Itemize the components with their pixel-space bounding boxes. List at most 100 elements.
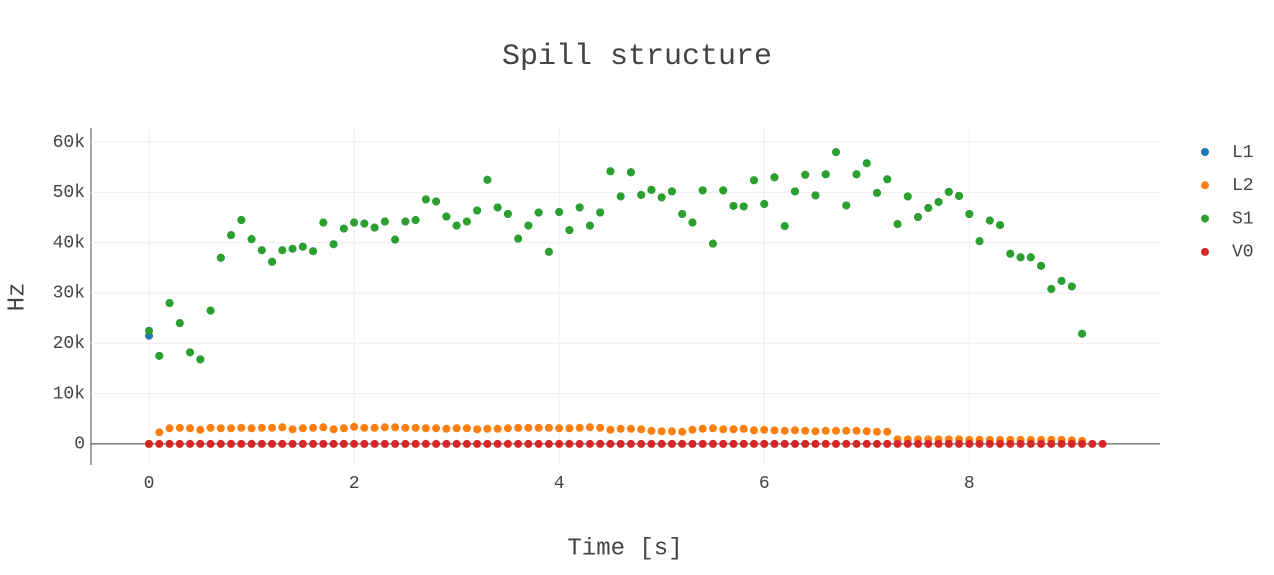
point bbox=[1047, 284, 1056, 293]
point bbox=[514, 423, 523, 432]
point bbox=[883, 439, 892, 448]
point bbox=[278, 439, 287, 448]
point bbox=[206, 306, 215, 315]
point bbox=[739, 439, 748, 448]
point bbox=[698, 439, 707, 448]
point bbox=[237, 216, 246, 225]
point bbox=[965, 439, 974, 448]
legend-label: V0 bbox=[1232, 243, 1254, 263]
point bbox=[606, 425, 615, 434]
x-tick-label: 4 bbox=[554, 474, 565, 494]
point bbox=[708, 239, 717, 248]
point bbox=[965, 210, 974, 219]
point bbox=[247, 424, 256, 433]
legend-marker bbox=[1201, 181, 1209, 190]
point bbox=[401, 217, 410, 226]
point bbox=[729, 201, 738, 210]
x-tick-label: 6 bbox=[759, 474, 770, 494]
point bbox=[216, 253, 225, 262]
point bbox=[842, 426, 851, 435]
point bbox=[401, 423, 410, 432]
point bbox=[196, 355, 205, 364]
point bbox=[842, 439, 851, 448]
point bbox=[360, 423, 369, 432]
point bbox=[719, 439, 728, 448]
y-tick-label: 40k bbox=[53, 233, 85, 253]
point bbox=[350, 439, 359, 448]
point bbox=[421, 195, 430, 204]
point bbox=[165, 424, 174, 433]
point bbox=[452, 221, 461, 230]
point bbox=[339, 439, 348, 448]
point bbox=[678, 210, 687, 219]
legend-marker bbox=[1201, 214, 1209, 223]
point bbox=[739, 202, 748, 211]
point bbox=[801, 439, 810, 448]
point bbox=[975, 439, 984, 448]
point bbox=[780, 426, 789, 435]
point bbox=[1026, 439, 1035, 448]
point bbox=[1037, 439, 1046, 448]
point bbox=[790, 426, 799, 435]
point bbox=[432, 424, 441, 433]
point bbox=[719, 186, 728, 195]
point bbox=[616, 192, 625, 201]
point bbox=[370, 423, 379, 432]
point bbox=[749, 439, 758, 448]
point bbox=[288, 439, 297, 448]
point bbox=[585, 423, 594, 432]
point bbox=[380, 423, 389, 432]
point bbox=[1088, 439, 1097, 448]
point bbox=[883, 427, 892, 436]
x-tick-label: 0 bbox=[144, 474, 155, 494]
point bbox=[914, 439, 923, 448]
point bbox=[596, 423, 605, 432]
point bbox=[1006, 249, 1015, 258]
point bbox=[985, 439, 994, 448]
point bbox=[770, 426, 779, 435]
point bbox=[1006, 439, 1015, 448]
point bbox=[862, 439, 871, 448]
x-tick-label: 2 bbox=[349, 474, 360, 494]
point bbox=[1078, 329, 1087, 338]
legend-marker bbox=[1201, 148, 1209, 156]
point bbox=[544, 423, 553, 432]
point bbox=[534, 423, 543, 432]
point bbox=[667, 187, 676, 196]
point bbox=[749, 176, 758, 185]
point bbox=[257, 439, 266, 448]
point bbox=[524, 439, 533, 448]
point bbox=[811, 191, 820, 200]
point bbox=[247, 235, 256, 244]
point bbox=[555, 424, 564, 433]
point bbox=[442, 424, 451, 433]
point bbox=[227, 231, 236, 240]
chart-title: Spill structure bbox=[502, 40, 772, 74]
point bbox=[996, 221, 1005, 230]
point bbox=[309, 439, 318, 448]
point bbox=[852, 439, 861, 448]
point bbox=[165, 439, 174, 448]
point bbox=[278, 423, 287, 432]
point bbox=[626, 439, 635, 448]
point bbox=[503, 439, 512, 448]
point bbox=[996, 439, 1005, 448]
point bbox=[329, 439, 338, 448]
y-tick-label: 10k bbox=[53, 384, 85, 404]
point bbox=[175, 319, 184, 328]
point bbox=[873, 439, 882, 448]
point bbox=[606, 439, 615, 448]
point bbox=[432, 197, 441, 206]
y-tick-label: 0 bbox=[74, 435, 85, 455]
point bbox=[790, 187, 799, 196]
point bbox=[780, 439, 789, 448]
point bbox=[186, 424, 195, 433]
point bbox=[801, 426, 810, 435]
point bbox=[821, 426, 830, 435]
x-axis-title: Time [s] bbox=[567, 535, 682, 562]
point bbox=[1098, 439, 1107, 448]
point bbox=[155, 351, 164, 360]
point bbox=[801, 170, 810, 179]
point bbox=[1057, 439, 1066, 448]
point bbox=[1016, 253, 1025, 262]
